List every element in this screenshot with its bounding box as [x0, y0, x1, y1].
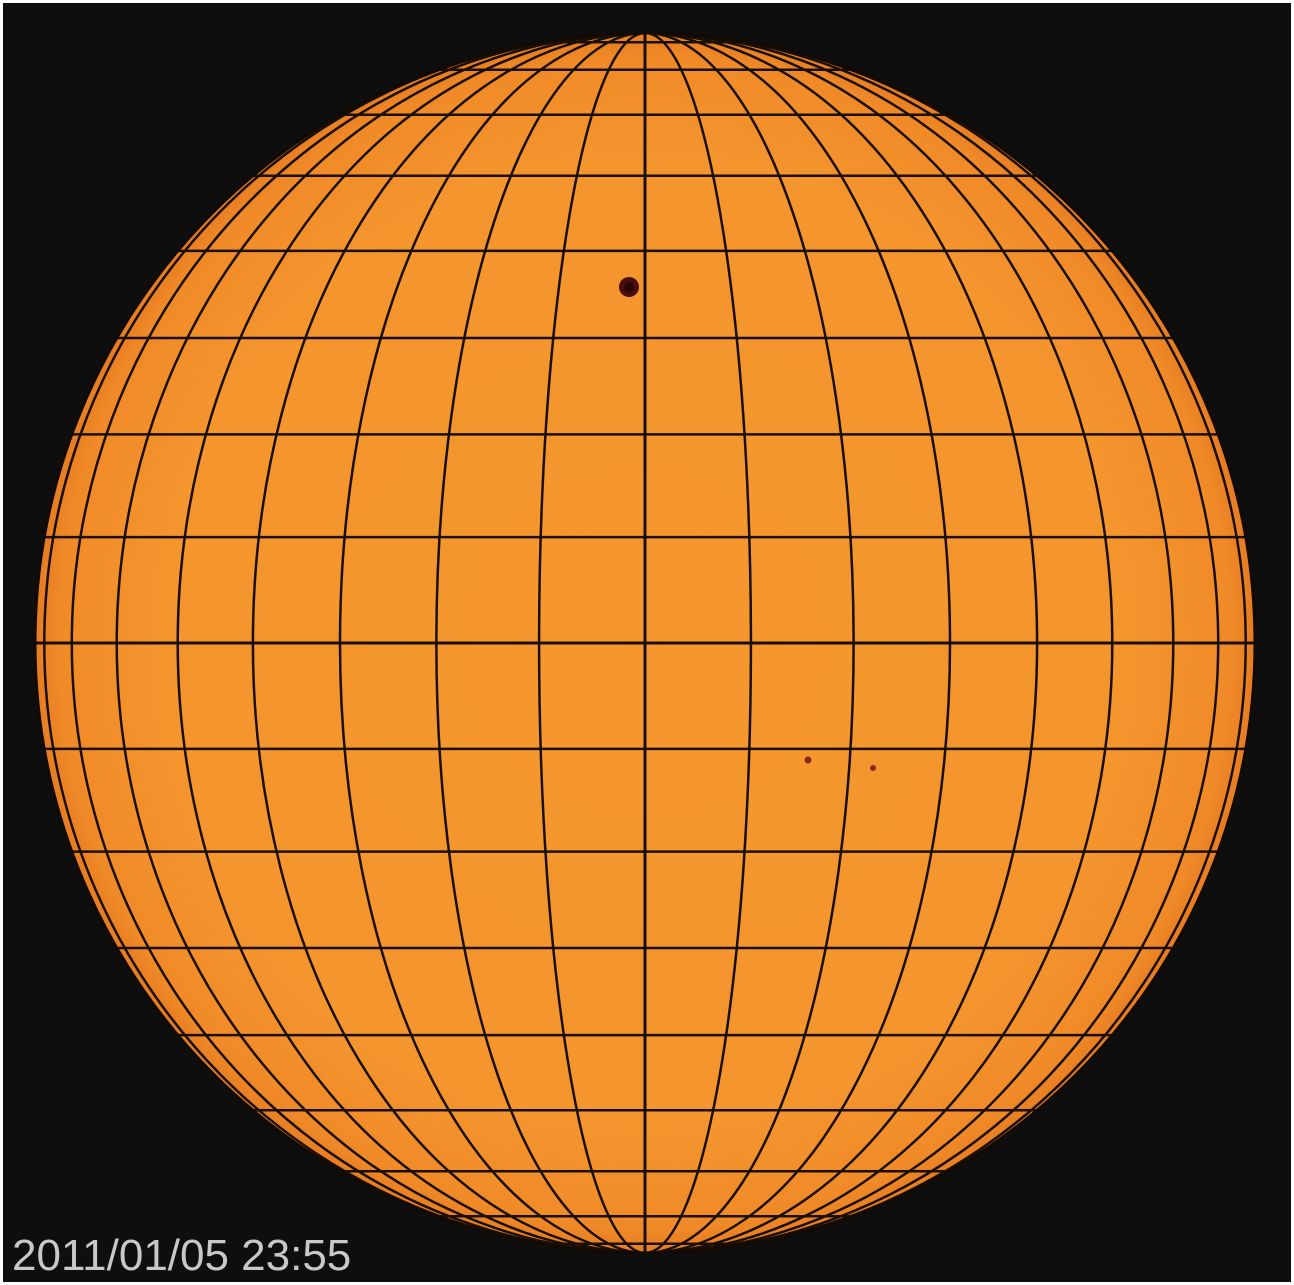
page: 2011/01/05 23:55 (() => { const data = J… — [0, 0, 1294, 1285]
sunspot — [805, 757, 812, 764]
solar-image: 2011/01/05 23:55 — [0, 0, 1294, 1285]
timestamp: 2011/01/05 23:55 — [12, 1231, 351, 1280]
sunspot-umbra — [624, 282, 634, 292]
sunspot — [870, 765, 876, 771]
